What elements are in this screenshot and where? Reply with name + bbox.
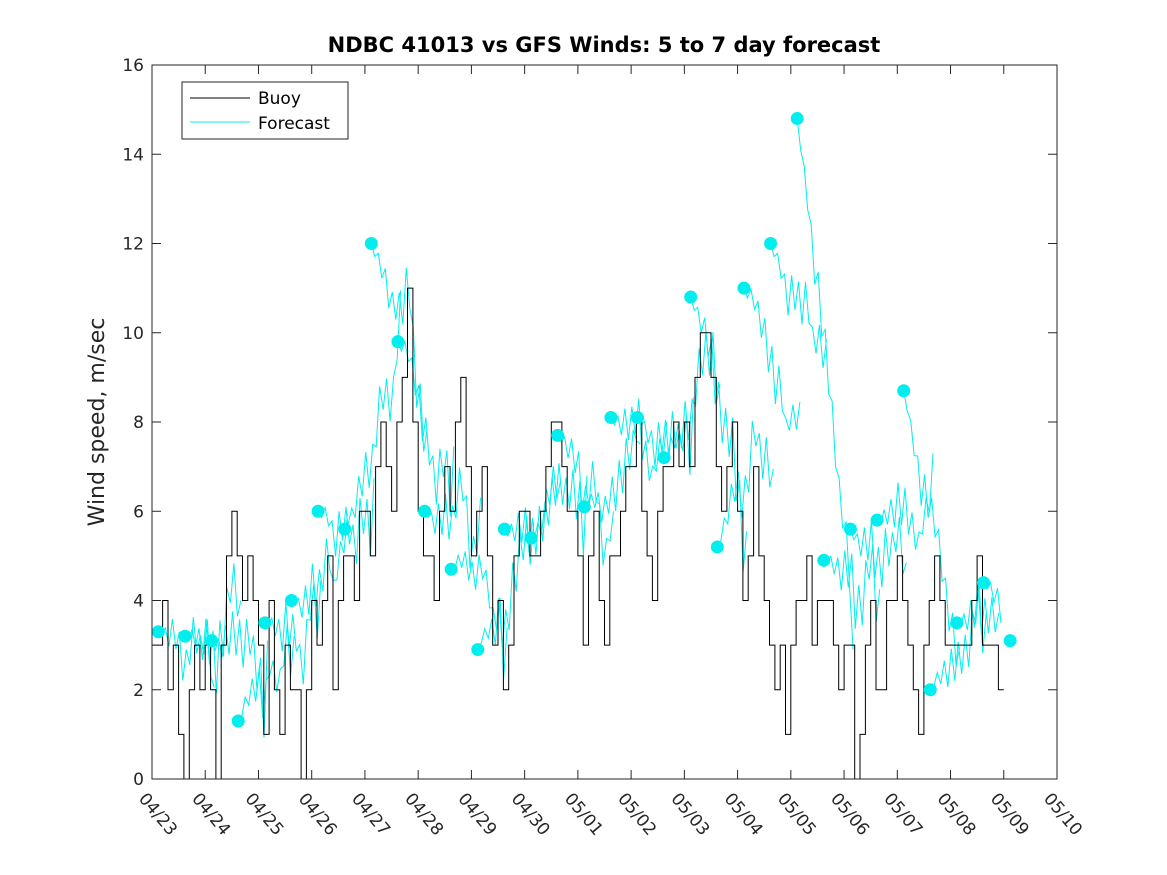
- forecast-trace: [184, 563, 242, 694]
- forecast-trace: [849, 516, 907, 588]
- forecast-point: [551, 428, 565, 442]
- forecast-point: [790, 112, 804, 126]
- forecast-point: [178, 629, 192, 643]
- forecast-point: [471, 643, 485, 657]
- forecast-trace: [796, 118, 854, 650]
- forecast-point: [1003, 634, 1017, 648]
- forecast-trace: [557, 435, 614, 566]
- forecast-point: [764, 237, 778, 250]
- forecast-point: [657, 451, 671, 465]
- forecast-point: [843, 522, 857, 536]
- forecast-point: [817, 553, 831, 567]
- forecast-point: [950, 616, 964, 630]
- forecast-point: [497, 522, 511, 536]
- y-tick-label: 2: [133, 681, 144, 701]
- y-tick-label: 12: [122, 235, 144, 255]
- forecast-point: [684, 290, 698, 304]
- legend-box: [181, 81, 349, 140]
- forecast-point: [231, 714, 245, 728]
- forecast-point: [604, 411, 618, 425]
- forecast-point: [418, 504, 432, 518]
- forecast-trace: [743, 287, 801, 431]
- forecast-trace: [716, 420, 774, 548]
- forecast-markers: [151, 112, 1017, 728]
- y-tick-label: 8: [133, 413, 144, 433]
- forecast-point: [258, 616, 272, 630]
- forecast-point: [338, 522, 352, 536]
- forecast-trace: [929, 581, 987, 691]
- forecast-point: [977, 576, 991, 590]
- y-tick-label: 4: [133, 592, 144, 612]
- forecast-trace: [370, 243, 428, 452]
- forecast-trace: [770, 243, 827, 368]
- forecast-trace: [903, 390, 961, 666]
- forecast-trace: [876, 453, 934, 550]
- chart-title: NDBC 41013 vs GFS Winds: 5 to 7 day fore…: [328, 33, 881, 57]
- forecast-point: [923, 683, 937, 697]
- forecast-point: [151, 625, 165, 639]
- y-tick-label: 10: [122, 324, 144, 344]
- forecast-point: [631, 411, 645, 425]
- y-tick-label: 0: [133, 770, 144, 790]
- forecast-point: [311, 504, 325, 518]
- legend-forecast-label: Forecast: [258, 114, 330, 134]
- y-axis: 0 2 4 6 8 10 12 14 16: [122, 56, 1057, 790]
- forecast-trace: [291, 513, 348, 618]
- forecast-trace: [424, 467, 481, 569]
- forecast-point: [737, 281, 751, 295]
- y-axis-label: Wind speed, m/sec: [85, 318, 110, 527]
- buoy-line: [152, 287, 1004, 780]
- forecast-point: [524, 531, 538, 545]
- y-tick-label: 16: [122, 56, 144, 76]
- forecast-trace: [344, 290, 402, 530]
- y-tick-label: 14: [122, 145, 144, 165]
- forecast-point: [577, 500, 591, 514]
- forecast-point: [391, 335, 405, 349]
- forecast-trace: [584, 429, 641, 523]
- legend-buoy-label: Buoy: [258, 89, 301, 109]
- y-tick-label: 6: [133, 502, 144, 522]
- forecast-point: [205, 634, 219, 648]
- forecast-point: [710, 540, 724, 554]
- forecast-trace: [317, 477, 375, 564]
- forecast-point: [897, 384, 911, 398]
- forecast-point: [870, 513, 884, 527]
- buoy-series: [152, 287, 1004, 780]
- legend: Buoy Forecast: [181, 81, 349, 140]
- plot-area: [152, 65, 1057, 779]
- forecast-trace: [610, 398, 668, 481]
- forecast-point: [284, 594, 298, 607]
- forecast-point: [444, 562, 458, 576]
- forecast-trace: [477, 516, 535, 650]
- forecast-point: [364, 237, 378, 250]
- forecast-trace: [823, 544, 881, 629]
